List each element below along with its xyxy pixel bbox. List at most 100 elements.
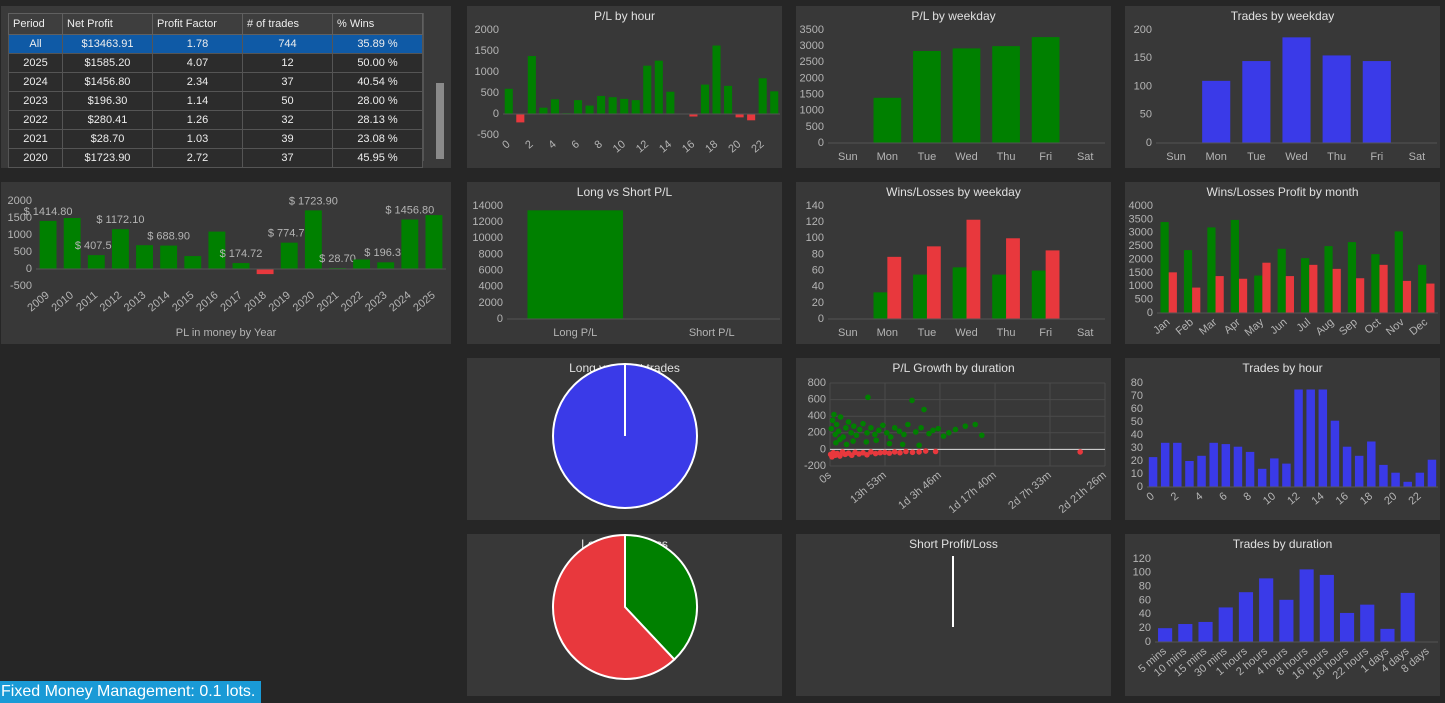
table-row[interactable]: All $13463.91 1.78 744 35.89 % — [8, 34, 423, 54]
bar — [1245, 451, 1255, 487]
bar — [1324, 246, 1333, 313]
x-tick-label: Mon — [1206, 151, 1227, 163]
point — [860, 420, 866, 427]
y-tick-label: 120 — [1133, 553, 1151, 565]
y-tick-label: 40 — [1139, 608, 1151, 620]
bar — [1380, 628, 1395, 642]
y-tick-label: 6000 — [479, 264, 503, 276]
scrollbar[interactable] — [423, 13, 446, 161]
bar — [1230, 219, 1239, 313]
table-row[interactable]: 2025 $1585.20 4.07 12 50.00 % — [8, 53, 423, 73]
table-row[interactable]: 2020 $1723.90 2.72 37 45.95 % — [8, 148, 423, 168]
y-tick-label: 80 — [1131, 377, 1143, 389]
bar — [1391, 472, 1400, 487]
column-header: Net Profit — [62, 13, 153, 35]
y-tick-label: 100 — [1134, 80, 1152, 92]
y-tick-label: 4000 — [1129, 200, 1153, 212]
column-header: Period — [8, 13, 63, 35]
bar — [1031, 270, 1046, 319]
bar — [539, 107, 548, 114]
bar — [1192, 287, 1201, 313]
x-tick-label: Mon — [877, 327, 898, 339]
table-cell: 2024 — [8, 72, 63, 92]
point — [831, 411, 837, 418]
point — [850, 423, 857, 429]
y-tick-label: 2000 — [800, 72, 824, 84]
bar — [666, 91, 675, 114]
panel — [796, 182, 1111, 344]
point — [979, 432, 985, 439]
bar — [1277, 248, 1286, 313]
table-cell: 1.26 — [152, 110, 243, 130]
table-cell: $1585.20 — [62, 53, 153, 73]
point — [913, 429, 919, 435]
table-cell: 1.78 — [152, 34, 243, 54]
bar — [585, 105, 594, 114]
y-tick-label: 100 — [1133, 567, 1151, 579]
bar — [353, 259, 371, 269]
table-row[interactable]: 2021 $28.70 1.03 39 23.08 % — [8, 129, 423, 149]
bar — [527, 210, 624, 319]
table-row[interactable]: 2022 $280.41 1.26 32 28.13 % — [8, 110, 423, 130]
point — [835, 428, 842, 434]
point — [905, 421, 911, 428]
table-cell: 23.08 % — [332, 129, 423, 149]
chart-title: P/L Growth by duration — [892, 361, 1014, 375]
point — [837, 414, 844, 420]
bar — [160, 245, 178, 269]
point — [896, 428, 903, 434]
bar — [1185, 461, 1194, 487]
table-cell: 1.03 — [152, 129, 243, 149]
y-tick-label: 3000 — [1129, 227, 1153, 239]
table-row[interactable]: 2023 $196.30 1.14 50 28.00 % — [8, 91, 423, 111]
y-tick-label: 70 — [1131, 390, 1143, 402]
bar — [1158, 628, 1173, 642]
y-tick-label: 2000 — [475, 24, 499, 36]
table-cell: 744 — [242, 34, 333, 54]
point — [864, 430, 870, 436]
table-row[interactable]: 2024 $1456.80 2.34 37 40.54 % — [8, 72, 423, 92]
point — [856, 426, 863, 433]
table-cell: 40.54 % — [332, 72, 423, 92]
bar — [573, 100, 583, 114]
y-tick-label: 12000 — [472, 216, 503, 228]
y-tick-label: 120 — [806, 216, 824, 228]
chart-title: Trades by weekday — [1231, 9, 1335, 23]
table-cell: $280.41 — [62, 110, 153, 130]
x-tick-label: Fri — [1039, 151, 1052, 163]
bar — [377, 262, 395, 269]
bar — [873, 292, 888, 319]
table-cell: 2.34 — [152, 72, 243, 92]
x-tick-label: Sun — [838, 151, 858, 163]
x-tick-label: Tue — [918, 327, 937, 339]
table-cell: $1723.90 — [62, 148, 153, 168]
value-label: $ 1414.80 — [24, 206, 73, 218]
bar — [1426, 283, 1435, 313]
bar — [256, 269, 274, 275]
bar — [1299, 569, 1314, 642]
bar — [1006, 238, 1020, 319]
scroll-thumb[interactable] — [436, 83, 444, 159]
chart-title: Trades by hour — [1242, 361, 1322, 375]
table-cell: 2023 — [8, 91, 63, 111]
value-label: $ 196.30 — [364, 247, 407, 259]
point — [886, 440, 893, 447]
bar — [620, 98, 629, 114]
panel — [467, 182, 782, 344]
y-tick-label: 100 — [806, 232, 824, 244]
y-tick-label: 2000 — [1129, 253, 1153, 265]
point — [868, 449, 874, 455]
y-tick-label: 2500 — [1129, 240, 1153, 252]
y-tick-label: 1000 — [1129, 280, 1153, 292]
y-tick-label: 1000 — [8, 229, 32, 241]
bar — [527, 56, 536, 114]
table-cell: 32 — [242, 110, 333, 130]
point — [921, 406, 927, 413]
bar — [1279, 599, 1294, 642]
bar — [1285, 276, 1294, 313]
bar — [1347, 242, 1357, 313]
bar — [1031, 37, 1060, 143]
y-tick-label: 1500 — [1129, 267, 1153, 279]
bar — [1379, 464, 1388, 487]
chart-title: Short Profit/Loss — [909, 537, 998, 551]
